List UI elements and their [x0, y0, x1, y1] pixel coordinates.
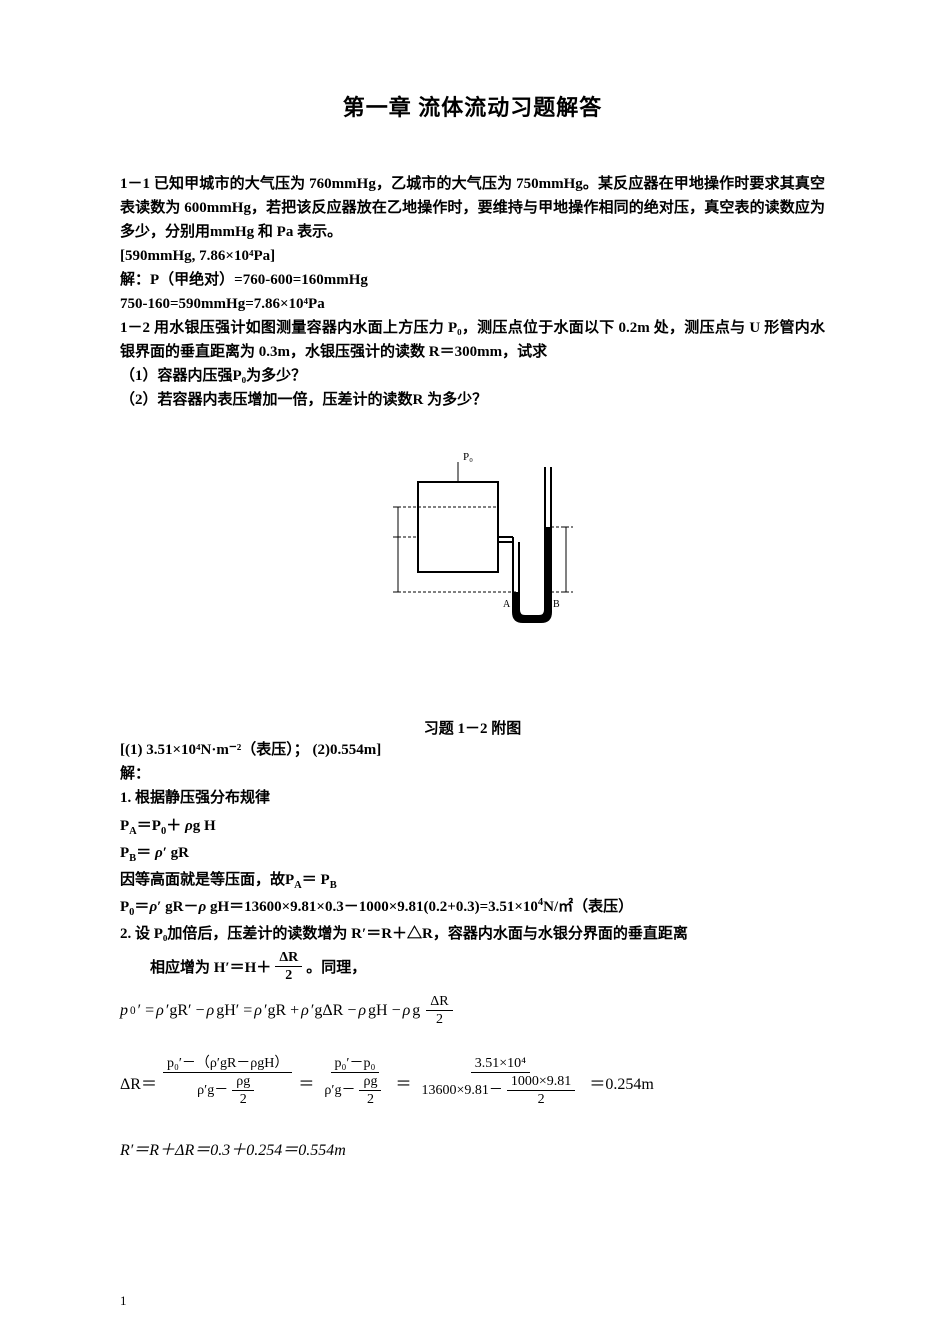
frac-dr-2: p₀′－p₀ ρ′g－ ρg 2 — [320, 1056, 389, 1108]
nested-num-3: 1000×9.81 — [507, 1074, 575, 1091]
eq-isobaric-text: 因等高面就是等压面，故PA＝ PB — [120, 872, 337, 888]
frac-den-2: 2 — [432, 1011, 447, 1027]
frac-num-2: ΔR — [426, 994, 452, 1011]
frac-dr-3: 3.51×10⁴ 13600×9.81－ 1000×9.81 2 — [418, 1056, 584, 1108]
chapter-title: 第一章 流体流动习题解答 — [120, 90, 825, 122]
solution-2-line-a: 2. 设 P₀加倍后，压差计的读数增为 R′＝R＋△R，容器内水面与水银分界面的… — [120, 922, 825, 946]
equals-1: ＝ — [298, 1070, 314, 1094]
manometer-diagram: P₀ A B — [363, 442, 583, 652]
problem-1-1-sol-2: 750-160=590mmHg=7.86×10⁴Pa — [120, 292, 825, 316]
problem-1-2-text: 1－2 用水银压强计如图测量容器内水面上方压力 P₀，测压点位于水面以下 0.2… — [120, 316, 825, 364]
sol2b-pre: 相应增为 H′＝H＋ — [150, 956, 271, 977]
equals-2: ＝ — [395, 1070, 411, 1094]
problem-1-2-q2: （2）若容器内表压增加一倍，压差计的读数R 为多少？ — [120, 388, 825, 412]
nested-num-2: ρg — [359, 1074, 381, 1091]
svg-text:A: A — [503, 599, 511, 610]
nested-den-1: 2 — [236, 1091, 251, 1107]
frac-dr2-num: p₀′－p₀ — [331, 1056, 380, 1073]
figure-container: P₀ A B — [120, 442, 825, 657]
frac-dr3-den: 13600×9.81－ 1000×9.81 2 — [418, 1073, 584, 1108]
problem-1-2-q1: （1）容器内压强P₀为多少？ — [120, 364, 825, 388]
frac-dr1-den: ρ′g－ ρg 2 — [193, 1073, 262, 1108]
solution-2-line-b: 相应增为 H′＝H＋ ΔR 2 。同理， — [120, 950, 825, 984]
nested-num-1: ρg — [232, 1074, 254, 1091]
problem-1-2-answer: [(1) 3.51×10⁴N·m⁻²（表压）； (2)0.554m] — [120, 738, 825, 762]
page-number: 1 — [120, 1293, 127, 1309]
problem-1-1-text: 1－1 已知甲城市的大气压为 760mmHg，乙城市的大气压为 750mmHg。… — [120, 172, 825, 244]
eq-isobaric: 因等高面就是等压面，故PA＝ PB — [120, 868, 825, 891]
eq-p0: P0＝ρ′ gR－ρ gH＝13600×9.81×0.3－1000×9.81(0… — [120, 895, 825, 918]
sol2b-post: 。同理， — [306, 956, 366, 977]
dr-den2-pre: ρ′g－ — [324, 1083, 355, 1098]
eq-pb: PB＝ ρ′ gR — [120, 841, 825, 864]
nested-frac-1: ρg 2 — [232, 1074, 254, 1108]
nested-den-2: 2 — [363, 1091, 378, 1107]
frac-dr2-den: ρ′g－ ρg 2 — [320, 1073, 389, 1108]
nested-frac-2: ρg 2 — [359, 1074, 381, 1108]
eq-pa-text: PA＝P0＋ ρg H — [120, 818, 216, 834]
problem-1-1-sol-1: 解：P（甲绝对）=760-600=160mmHg — [120, 268, 825, 292]
frac-dr3-num: 3.51×10⁴ — [471, 1056, 530, 1073]
frac-den: 2 — [281, 967, 296, 983]
eq-p0-prime: p0′ = ρ′gR′ − ρgH′ = ρ′gR + ρ′gΔR − ρgH … — [120, 994, 825, 1028]
nested-den-3: 2 — [534, 1091, 549, 1107]
dr-den1-pre: ρ′g－ — [197, 1083, 228, 1098]
page-root: 第一章 流体流动习题解答 1－1 已知甲城市的大气压为 760mmHg，乙城市的… — [0, 0, 945, 1337]
frac-dr1-num: p₀′－（ρ′gR－ρgH） — [163, 1056, 292, 1073]
eq-dr-label: ΔR＝ — [120, 1070, 157, 1094]
eq-p0-prime-lhs: p — [120, 1002, 128, 1020]
frac-delta-r-half-2: ΔR 2 — [426, 994, 452, 1028]
solution-label: 解： — [120, 762, 825, 786]
svg-text:B: B — [553, 599, 560, 610]
eq-pb-text: PB＝ ρ′ gR — [120, 845, 189, 861]
eq-pa: PA＝P0＋ ρg H — [120, 814, 825, 837]
eq-delta-r: ΔR＝ p₀′－（ρ′gR－ρgH） ρ′g－ ρg 2 ＝ p₀′－p₀ ρ′… — [120, 1056, 825, 1108]
eq-p0-text: P0＝ρ′ gR－ρ gH＝13600×9.81×0.3－1000×9.81(0… — [120, 899, 633, 915]
svg-text:P₀: P₀ — [463, 451, 473, 463]
figure-caption: 习题 1－2 附图 — [120, 717, 825, 738]
nested-frac-3: 1000×9.81 2 — [507, 1074, 575, 1108]
eq-r-prime: R′＝R＋ΔR＝0.3＋0.254＝0.554m — [120, 1136, 825, 1160]
dr-result: ＝0.254m — [589, 1070, 653, 1094]
solution-1-title: 1. 根据静压强分布规律 — [120, 786, 825, 810]
frac-delta-r-half-1: ΔR 2 — [275, 950, 302, 984]
eq-rprime-text: R′＝R＋ΔR＝0.3＋0.254＝0.554m — [120, 1136, 346, 1160]
dr-den3-pre: 13600×9.81－ — [422, 1083, 503, 1098]
problem-1-1-answer: [590mmHg, 7.86×10⁴Pa] — [120, 244, 825, 268]
frac-num: ΔR — [275, 950, 302, 967]
frac-dr-1: p₀′－（ρ′gR－ρgH） ρ′g－ ρg 2 — [163, 1056, 292, 1108]
